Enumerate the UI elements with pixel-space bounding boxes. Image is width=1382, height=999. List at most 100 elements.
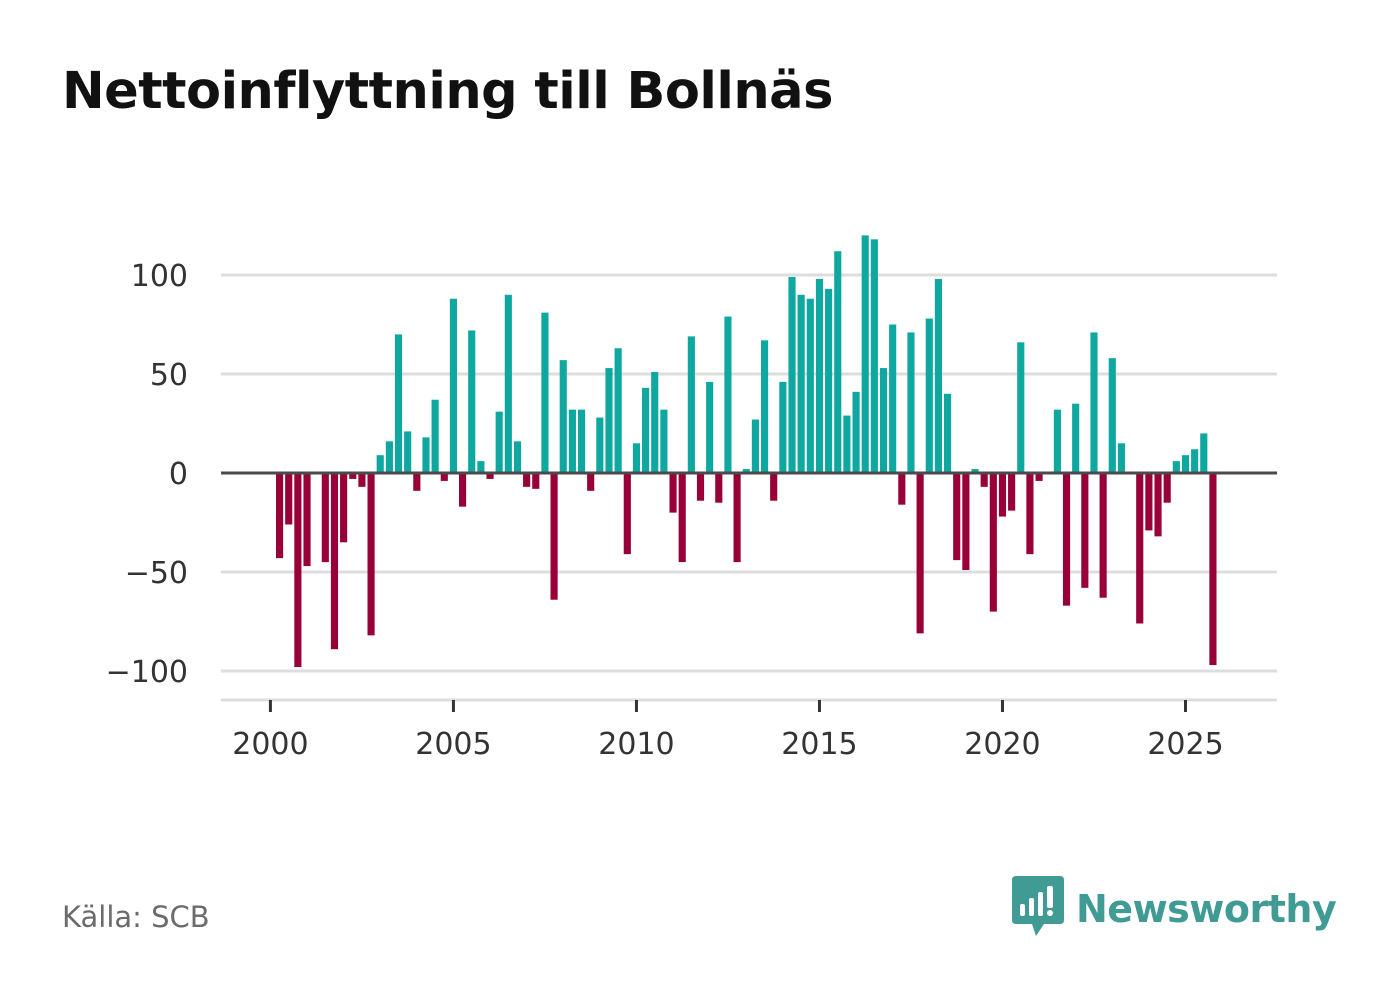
bar-2008-q1 [559,360,567,473]
bar-2010-q2 [642,387,650,473]
bar-2014-q4 [806,298,814,473]
bar-2018-q4 [953,473,961,561]
bar-2015-q1 [815,278,824,473]
bar-2018-q3 [944,393,952,473]
bar-2001-q4 [330,473,339,650]
bar-2007-q3 [541,312,549,473]
bar-2022-q2 [1081,473,1089,588]
bar-2020-q1 [998,473,1007,517]
bar-2019-q4 [989,473,997,612]
bar-2013-q3 [760,340,769,473]
bar-2022-q3 [1090,332,1098,473]
brand-name: Newsworthy [1076,887,1337,931]
bar-2002-q2 [349,473,357,479]
bar-2008-q4 [587,473,595,491]
bar-2014-q3 [797,294,805,473]
bar-2016-q3 [870,239,878,473]
bar-2017-q3 [907,332,915,473]
bar-2009-q4 [623,473,631,555]
bar-2010-q3 [651,372,659,473]
bar-2014-q1 [779,381,787,473]
bar-2015-q4 [843,415,851,473]
brand-logo[interactable]: Newsworthy [1012,876,1337,940]
bar-2016-q4 [879,368,888,473]
bar-2011-q4 [696,473,705,501]
bar-2023-q4 [1136,473,1144,624]
bar-2004-q4 [440,473,448,481]
x-tick-label: 2000 [232,727,308,762]
chart-title: Nettoinflyttning till Bollnäs [62,62,833,121]
x-tick-label: 2005 [415,727,491,762]
bar-2019-q3 [980,473,988,487]
bar-2012-q1 [706,381,714,473]
bar-2025-q1 [1181,455,1190,473]
axes: 100 50 0 −50 −100 2000 2005 2010 2015 2020 2025 [106,259,1277,762]
bar-2017-q4 [916,473,924,634]
bar-2020-q3 [1017,342,1025,473]
x-tick-label: 2025 [1147,727,1223,762]
bar-2025-q3 [1200,433,1208,473]
bar-2001-q3 [321,473,329,563]
bars [275,235,1217,668]
bar-2003-q1 [376,455,384,473]
bar-2025-q2 [1191,449,1199,473]
bar-2013-q4 [770,473,778,501]
bar-2024-q1 [1145,473,1153,531]
x-tick-label: 2010 [598,727,674,762]
bar-2003-q4 [404,431,412,473]
bar-2001-q1 [303,473,311,567]
bar-2012-q2 [715,473,723,503]
bar-2015-q2 [825,288,833,473]
bar-2012-q4 [733,473,741,563]
bar-2006-q3 [504,294,512,473]
bar-2000-q4 [294,473,302,668]
bar-2002-q4 [367,473,375,636]
bar-2013-q1 [742,469,750,473]
bar-2002-q1 [340,473,348,543]
x-tick-label: 2015 [781,727,857,762]
y-tick-label: 0 [169,457,188,492]
bar-2007-q4 [550,473,558,600]
bar-2002-q3 [358,473,366,487]
bar-2006-q4 [513,441,522,473]
bar-2023-q2 [1117,443,1126,473]
bar-2000-q3 [285,473,293,525]
bar-2005-q2 [459,473,467,507]
bar-2004-q1 [413,473,421,491]
bar-2007-q2 [532,473,540,489]
bar-2011-q3 [687,336,695,473]
bar-2023-q1 [1108,358,1116,473]
bar-2016-q1 [852,391,860,473]
bar-2025-q4 [1209,473,1217,666]
bar-2006-q1 [486,473,494,479]
bar-2024-q4 [1172,461,1180,473]
bar-2006-q2 [495,411,503,473]
bar-2009-q3 [614,348,622,473]
bar-2011-q1 [669,473,677,513]
bar-2000-q2 [275,473,284,559]
bar-2019-q1 [962,473,970,571]
bar-2017-q2 [898,473,906,505]
bar-2021-q4 [1062,473,1071,606]
bar-2005-q4 [477,461,485,473]
bar-2008-q2 [568,409,576,473]
bar-2004-q3 [431,399,439,473]
bar-2016-q2 [861,235,869,473]
bar-2020-q2 [1008,473,1016,511]
bar-2005-q1 [449,298,457,473]
bar-2005-q3 [468,330,476,473]
source-note: Källa: SCB [62,900,210,934]
bar-2017-q1 [889,324,897,473]
y-tick-label: 50 [150,358,188,393]
y-tick-label: −50 [125,556,188,591]
bar-2021-q1 [1035,473,1043,481]
bar-2012-q3 [724,316,732,473]
x-tick-label: 2020 [964,727,1040,762]
bar-2020-q4 [1026,473,1034,555]
bar-2014-q2 [788,276,796,473]
bar-2011-q2 [678,473,686,563]
y-tick-label: −100 [106,655,188,690]
bar-2024-q2 [1154,473,1162,537]
bar-2003-q2 [385,441,393,473]
